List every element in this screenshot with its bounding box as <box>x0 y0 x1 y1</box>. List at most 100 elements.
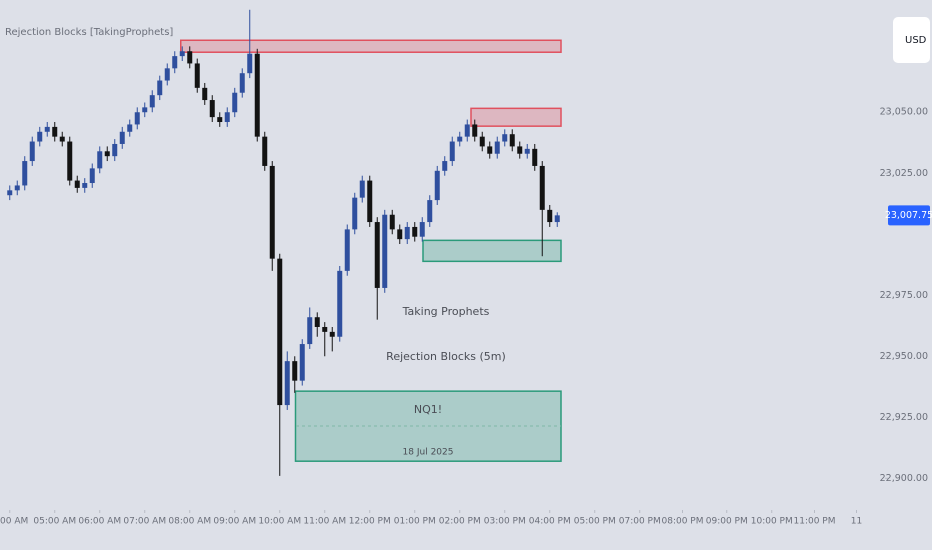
candle-body <box>277 258 283 406</box>
candle-body <box>299 344 305 381</box>
annotation: Taking Prophets <box>402 305 490 318</box>
annotation: Rejection Blocks (5m) <box>386 350 506 363</box>
candle-body <box>412 226 418 237</box>
currency-label[interactable]: USD <box>905 35 927 46</box>
candle-body <box>14 185 20 191</box>
candle-body <box>292 361 298 381</box>
y-tick-label: 22,950.00 <box>880 351 928 362</box>
x-tick-label: 08:00 AM <box>168 517 211 527</box>
rejection-zone <box>180 39 562 53</box>
candle-body <box>104 151 110 157</box>
candle-body <box>164 68 170 81</box>
candle-body <box>427 200 433 223</box>
candle-body <box>524 148 530 154</box>
candle-body <box>539 165 545 210</box>
x-tick-label: 08:00 PM <box>662 517 704 527</box>
candle-body <box>217 117 223 123</box>
candle-body <box>172 56 178 69</box>
y-tick-label: 22,900.00 <box>880 473 928 484</box>
candle-body <box>44 126 50 132</box>
candle-body <box>224 112 230 123</box>
candle-body <box>284 361 290 406</box>
candle-body <box>352 197 358 230</box>
candle-body <box>134 112 140 125</box>
x-tick-label: 03:00 PM <box>484 517 526 527</box>
candle-body <box>52 126 58 137</box>
candle-body <box>194 63 200 88</box>
x-tick-label: 4:00 AM <box>0 517 28 527</box>
candle-body <box>209 100 215 118</box>
candle-body <box>359 180 365 198</box>
candle-body <box>322 326 328 332</box>
x-tick-label: 10:00 AM <box>258 517 301 527</box>
x-tick-label: 04:00 PM <box>529 517 571 527</box>
currency-button[interactable] <box>893 17 930 63</box>
candle-body <box>502 134 508 142</box>
x-tick-label: 05:00 AM <box>33 517 76 527</box>
candle-body <box>149 95 155 108</box>
candle-body <box>442 161 448 171</box>
candle-body <box>187 51 193 64</box>
x-tick-label: 09:00 PM <box>706 517 748 527</box>
x-tick-label: 11 <box>851 517 862 527</box>
candle-body <box>82 183 88 188</box>
candle-body <box>247 53 253 74</box>
y-tick-label: 23,050.00 <box>880 107 928 118</box>
candle-body <box>142 107 148 113</box>
last-price-box <box>888 205 930 226</box>
y-tick-label: 23,025.00 <box>880 168 928 179</box>
x-tick-label: 07:00 AM <box>123 517 166 527</box>
candle-body <box>329 331 335 337</box>
candle-body <box>494 141 500 154</box>
x-tick-label: 06:00 AM <box>78 517 121 527</box>
candle-body <box>179 51 185 57</box>
x-tick-label: 07:00 PM <box>619 517 661 527</box>
annotation: NQ1! <box>414 403 442 416</box>
candle-body <box>472 124 478 137</box>
candle-body <box>487 146 493 154</box>
candle-body <box>397 229 403 240</box>
candle-body <box>532 148 538 166</box>
candle-body <box>314 317 320 327</box>
candle-body <box>517 146 523 154</box>
x-tick-label: 02:00 PM <box>439 517 481 527</box>
candle-body <box>419 222 425 237</box>
candle-body <box>97 151 103 169</box>
candle-body <box>22 161 28 186</box>
candle-body <box>232 92 238 113</box>
rejection-zone <box>422 239 562 263</box>
candle-body <box>554 215 560 223</box>
x-tick-label: 12:00 PM <box>349 517 391 527</box>
candle-body <box>59 136 65 142</box>
candles <box>7 9 560 476</box>
candle-body <box>7 190 13 196</box>
annotation: 18 Jul 2025 <box>403 448 454 458</box>
candle-body <box>389 214 395 230</box>
x-tick-label: 11:00 AM <box>303 517 346 527</box>
candle-body <box>112 143 118 157</box>
candle-body <box>157 80 163 96</box>
candle-body <box>119 131 125 144</box>
candle-body <box>337 270 343 337</box>
candle-body <box>239 73 245 93</box>
candle-body <box>449 141 455 162</box>
candle-body <box>202 87 208 101</box>
y-tick-label: 22,975.00 <box>880 290 928 301</box>
candle-body <box>344 229 350 271</box>
candle-body <box>457 136 463 142</box>
candle-body <box>89 168 95 184</box>
x-tick-label: 05:00 PM <box>574 517 616 527</box>
candle-body <box>479 136 485 147</box>
candle-body <box>464 124 470 137</box>
candle-body <box>269 165 275 259</box>
candle-body <box>382 214 388 288</box>
x-tick-label: 09:00 AM <box>213 517 256 527</box>
candle-body <box>509 134 515 147</box>
candle-body <box>37 131 43 142</box>
x-tick-label: 01:00 PM <box>394 517 436 527</box>
x-tick-label: 10:00 PM <box>751 517 793 527</box>
x-tick-label: 11:00 PM <box>794 517 836 527</box>
candle-body <box>547 209 553 223</box>
last-price-label: 23,007.75 <box>885 210 932 221</box>
